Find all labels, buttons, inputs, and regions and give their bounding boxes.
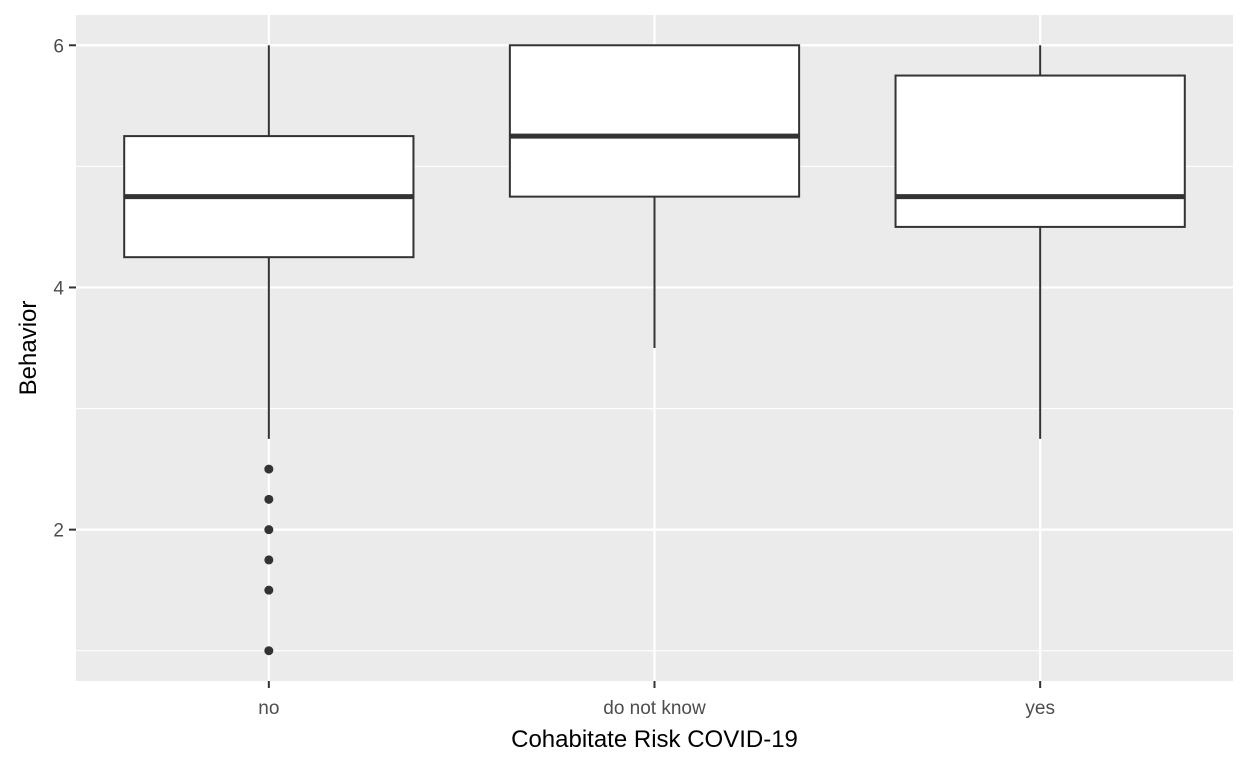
y-tick-label: 6 [53,36,64,57]
x-axis-ticks: no do not know yes [258,681,1055,719]
box-do-not-know [508,44,801,348]
outlier-point [264,464,274,474]
outlier-point [264,585,274,595]
x-tick-label: do not know [603,698,706,719]
x-axis-title: Cohabitate Risk COVID-19 [511,726,798,753]
y-axis-ticks: 2 4 6 [53,36,76,542]
boxes-layer [123,44,1186,656]
box-yes [894,45,1186,439]
y-tick-label: 4 [53,278,64,299]
box-iqr [894,74,1186,228]
x-tick-label: no [258,698,279,719]
y-axis-title: Behavior [15,301,42,396]
outlier-point [264,525,274,535]
outlier-point [264,555,274,565]
y-tick-label: 2 [53,521,64,542]
outlier-point [264,646,274,656]
x-tick-label: yes [1025,698,1055,719]
box-no [123,45,415,656]
outlier-point [264,494,274,504]
box-iqr [508,44,801,198]
